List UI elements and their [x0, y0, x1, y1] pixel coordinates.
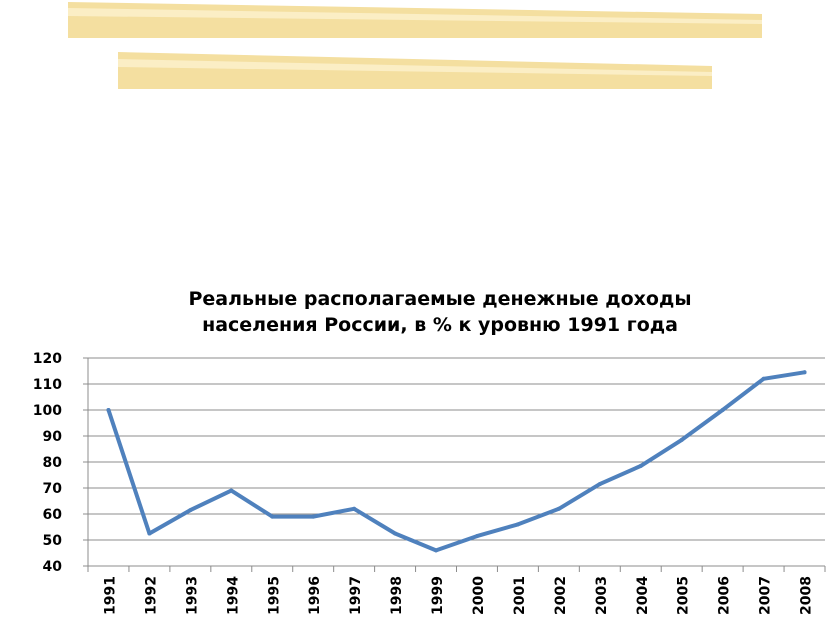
data-point — [434, 548, 439, 553]
data-point — [556, 506, 561, 511]
y-tick-label: 120 — [33, 351, 62, 367]
data-point — [597, 482, 602, 487]
x-tick-label: 1993 — [184, 576, 200, 615]
data-point — [515, 522, 520, 527]
data-point — [311, 514, 316, 519]
chart-title-line-2: населения России, в % к уровню 1991 года — [202, 314, 678, 336]
data-point — [188, 508, 193, 513]
y-tick-label: 100 — [33, 403, 62, 419]
data-point — [270, 514, 275, 519]
x-tick-label: 2002 — [553, 576, 569, 615]
data-point — [638, 463, 643, 468]
decorative-title-bar — [68, 2, 762, 38]
x-tick-label: 1995 — [266, 576, 282, 615]
data-point — [679, 437, 684, 442]
x-tick-label: 2007 — [758, 576, 774, 615]
data-point — [802, 370, 807, 375]
y-tick-label: 70 — [43, 481, 63, 497]
y-tick-label: 80 — [43, 455, 63, 471]
x-tick-label: 1991 — [102, 576, 118, 615]
data-point — [474, 534, 479, 539]
data-point — [761, 376, 766, 381]
y-tick-label: 110 — [33, 377, 62, 393]
data-point — [229, 488, 234, 493]
x-tick-label: 1998 — [389, 576, 405, 615]
x-tick-label: 2003 — [594, 576, 610, 615]
y-tick-label: 60 — [43, 507, 63, 523]
chart-title-line-1: Реальные располагаемые денежные доходы — [188, 288, 692, 310]
series-line — [106, 370, 807, 553]
x-tick-label: 1996 — [307, 576, 323, 615]
y-tick-label: 50 — [43, 533, 63, 549]
data-point — [106, 408, 111, 412]
x-tick-label: 1994 — [225, 576, 241, 615]
data-point — [352, 506, 357, 511]
x-tick-label: 2001 — [512, 576, 528, 615]
data-point — [147, 531, 152, 536]
y-tick-label: 90 — [43, 429, 63, 445]
x-tick-label: 2008 — [799, 576, 815, 615]
x-tick-label: 2005 — [676, 576, 692, 615]
decorative-subtitle-bar — [118, 52, 712, 89]
x-tick-label: 1997 — [348, 576, 364, 615]
data-point — [720, 408, 725, 412]
y-tick-label: 40 — [43, 559, 63, 575]
x-tick-label: 2006 — [717, 576, 733, 615]
x-tick-label: 2000 — [471, 576, 487, 615]
x-tick-label: 2004 — [635, 576, 651, 615]
data-point — [393, 531, 398, 536]
chart-title: Реальные располагаемые денежные доходы н… — [60, 286, 820, 338]
x-tick-label: 1999 — [430, 576, 446, 615]
x-tick-label: 1992 — [143, 576, 159, 615]
